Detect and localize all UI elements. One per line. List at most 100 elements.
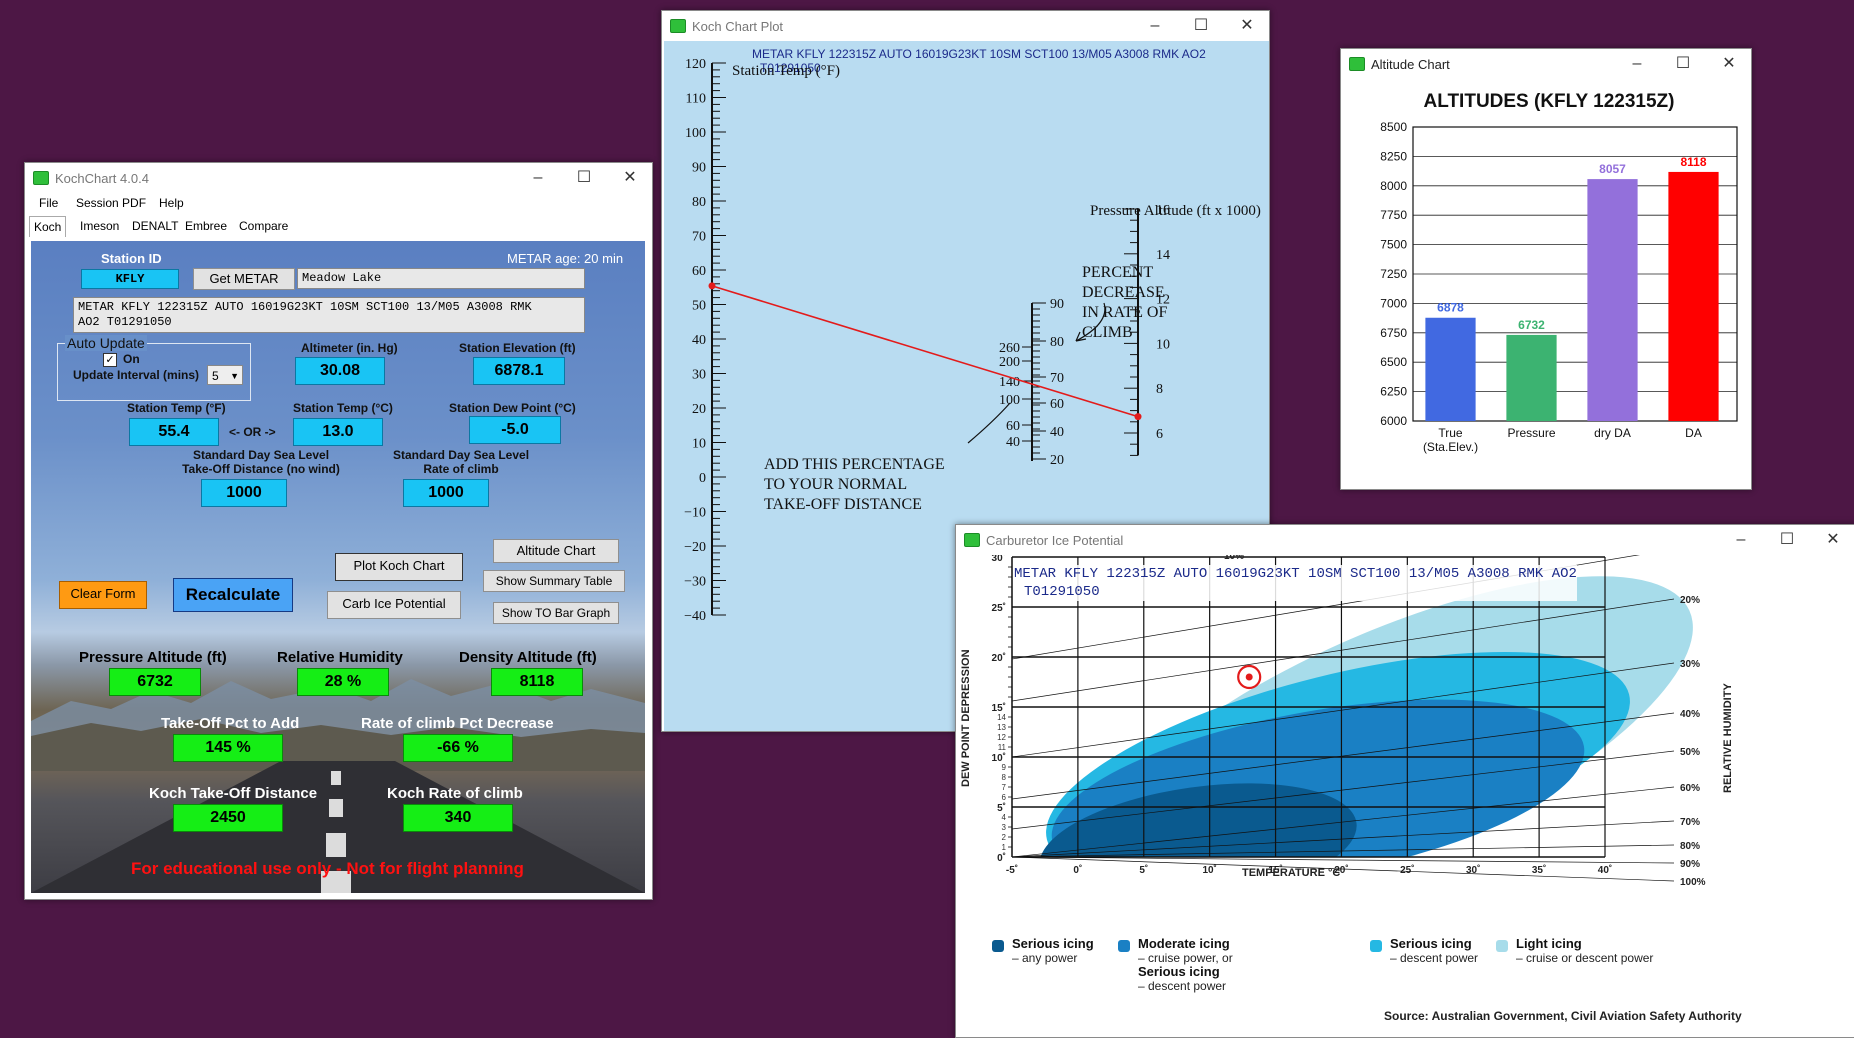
update-interval-value: 5 bbox=[212, 369, 219, 383]
dew-field[interactable]: -5.0 bbox=[469, 416, 561, 444]
x-tick-label: 30˚ bbox=[1466, 864, 1480, 876]
auto-update-label: Auto Update bbox=[65, 335, 147, 351]
add-arrow bbox=[967, 402, 1011, 444]
altitude-chart-button[interactable]: Altitude Chart bbox=[493, 539, 619, 563]
minimize-icon[interactable]: – bbox=[1736, 531, 1746, 548]
chevron-down-icon: ▼ bbox=[230, 371, 239, 381]
plot-koch-chart-button[interactable]: Plot Koch Chart bbox=[335, 553, 463, 581]
elevation-field[interactable]: 6878.1 bbox=[473, 357, 565, 385]
tab-koch[interactable]: Koch bbox=[29, 216, 67, 237]
get-metar-button[interactable]: Get METAR bbox=[193, 268, 295, 290]
koch-roc-label: Koch Rate of climb bbox=[387, 785, 523, 802]
bar-value-label: 8118 bbox=[1680, 155, 1706, 169]
rh-tick-label: 80% bbox=[1680, 841, 1700, 852]
temp-tick-label: −10 bbox=[684, 506, 706, 521]
minimize-icon[interactable]: – bbox=[1632, 55, 1642, 72]
pa-tick-label: 12 bbox=[1156, 293, 1170, 308]
koch-to-label: Koch Take-Off Distance bbox=[149, 785, 318, 802]
minimize-icon[interactable]: – bbox=[533, 169, 543, 186]
elevation-label: Station Elevation (ft) bbox=[459, 341, 576, 355]
y-minor-label: 8 bbox=[1002, 773, 1007, 782]
rh-tick-label: 40% bbox=[1680, 709, 1700, 720]
carb-ice-button[interactable]: Carb Ice Potential bbox=[327, 591, 461, 619]
close-icon[interactable]: ✕ bbox=[623, 169, 637, 186]
plot-frame bbox=[1412, 126, 1738, 422]
chart-mask bbox=[958, 555, 1012, 859]
legend-title: Serious icing bbox=[1012, 936, 1094, 951]
auto-update-checkbox[interactable]: ✓ bbox=[103, 353, 117, 367]
roc-label-line1: Standard Day Sea Level bbox=[392, 448, 530, 462]
clear-form-button[interactable]: Clear Form bbox=[59, 581, 147, 609]
tab-denalt[interactable]: DENALT bbox=[132, 219, 179, 233]
x-tick-label: True bbox=[1438, 426, 1463, 440]
summary-table-button[interactable]: Show Summary Table bbox=[483, 570, 625, 592]
altitude-chart-window: Altitude Chart – ☐ ✕ ALTITUDES (KFLY 122… bbox=[1340, 48, 1752, 490]
maximize-icon[interactable]: ☐ bbox=[1779, 531, 1795, 548]
koch-to-value: 2450 bbox=[173, 804, 283, 832]
legend-sub: – cruise or descent power bbox=[1516, 951, 1654, 965]
to-add-tick-label: 100 bbox=[999, 393, 1020, 408]
temp-c-field[interactable]: 13.0 bbox=[293, 418, 383, 446]
y-minor-label: 7 bbox=[1002, 783, 1007, 792]
y-tick-label: 30˚ bbox=[992, 555, 1006, 564]
legend-swatch bbox=[1118, 940, 1130, 952]
station-id-input[interactable]: KFLY bbox=[81, 269, 179, 289]
altimeter-field[interactable]: 30.08 bbox=[295, 357, 385, 385]
rh-tick-label: 10% bbox=[1224, 555, 1244, 562]
y-tick-label: 10˚ bbox=[992, 752, 1006, 764]
rh-tick-label: 50% bbox=[1680, 747, 1700, 758]
maximize-icon[interactable]: ☐ bbox=[1675, 55, 1691, 72]
runway-backdrop bbox=[31, 761, 645, 893]
roc-field[interactable]: 1000 bbox=[403, 479, 489, 507]
rh-line bbox=[1011, 786, 1675, 858]
pct-label-line3: IN RATE OF bbox=[1082, 304, 1168, 321]
rh-tick-label: 70% bbox=[1680, 817, 1700, 828]
y-tick-label: 7250 bbox=[1380, 267, 1407, 281]
y-tick-label: 8500 bbox=[1380, 120, 1407, 134]
maximize-icon[interactable]: ☐ bbox=[576, 169, 592, 186]
legend-title: Serious icing bbox=[1390, 936, 1472, 951]
to-dist-label-line2: Take-Off Distance (no wind) bbox=[182, 462, 340, 476]
temp-f-field[interactable]: 55.4 bbox=[129, 418, 219, 446]
tab-compare[interactable]: Compare bbox=[239, 219, 289, 233]
menu-file[interactable]: File bbox=[39, 196, 59, 210]
metar-text[interactable]: METAR KFLY 122315Z AUTO 16019G23KT 10SM … bbox=[73, 297, 585, 333]
x-tick-label: Pressure bbox=[1507, 426, 1555, 440]
pct-decrease-tick-label: 80 bbox=[1050, 335, 1064, 350]
temp-tick-label: 120 bbox=[685, 57, 706, 72]
x-tick-label: dry DA bbox=[1594, 426, 1631, 440]
to-pct-value: 145 % bbox=[173, 734, 283, 762]
plot-titlebar: Koch Chart Plot – ☐ ✕ bbox=[662, 11, 1269, 41]
y-minor-label: 6 bbox=[1002, 793, 1007, 802]
station-name-field[interactable]: Meadow Lake bbox=[297, 268, 585, 289]
tab-bar: Koch Imeson DENALT Embree Compare bbox=[25, 215, 652, 237]
carb-metar: METAR KFLY 122315Z AUTO 16019G23KT 10SM … bbox=[1014, 565, 1577, 601]
tab-embree[interactable]: Embree bbox=[185, 219, 228, 233]
temp-point bbox=[708, 282, 716, 290]
maximize-icon[interactable]: ☐ bbox=[1193, 17, 1209, 34]
to-bar-graph-button[interactable]: Show TO Bar Graph bbox=[493, 602, 619, 624]
pct-label-line2: DECREASE bbox=[1082, 284, 1165, 301]
to-add-tick-label: 200 bbox=[999, 355, 1020, 370]
close-icon[interactable]: ✕ bbox=[1722, 55, 1736, 72]
menu-help[interactable]: Help bbox=[159, 196, 184, 210]
legend-swatch bbox=[1496, 940, 1508, 952]
add-label-line3: TAKE-OFF DISTANCE bbox=[764, 496, 922, 513]
close-icon[interactable]: ✕ bbox=[1826, 531, 1840, 548]
or-label: <- OR -> bbox=[229, 425, 276, 439]
rh-line bbox=[1011, 856, 1675, 882]
x-tick-label: 10˚ bbox=[1202, 864, 1216, 876]
y-tick-label: 0˚ bbox=[997, 852, 1006, 864]
pct-decrease-tick-label: 90 bbox=[1050, 297, 1064, 312]
station-id-label: Station ID bbox=[101, 251, 162, 266]
minimize-icon[interactable]: – bbox=[1150, 17, 1160, 34]
rh-axis-label: RELATIVE HUMIDITY bbox=[1722, 683, 1734, 793]
close-icon[interactable]: ✕ bbox=[1240, 17, 1254, 34]
tab-imeson[interactable]: Imeson bbox=[80, 219, 120, 233]
menu-session-pdf[interactable]: Session PDF bbox=[76, 196, 147, 210]
recalculate-button[interactable]: Recalculate bbox=[173, 578, 293, 612]
rh-label: Relative Humidity bbox=[277, 649, 403, 666]
update-interval-select[interactable]: 5 ▼ bbox=[207, 365, 243, 385]
to-distance-field[interactable]: 1000 bbox=[201, 479, 287, 507]
rh-tick-label: 90% bbox=[1680, 859, 1700, 870]
